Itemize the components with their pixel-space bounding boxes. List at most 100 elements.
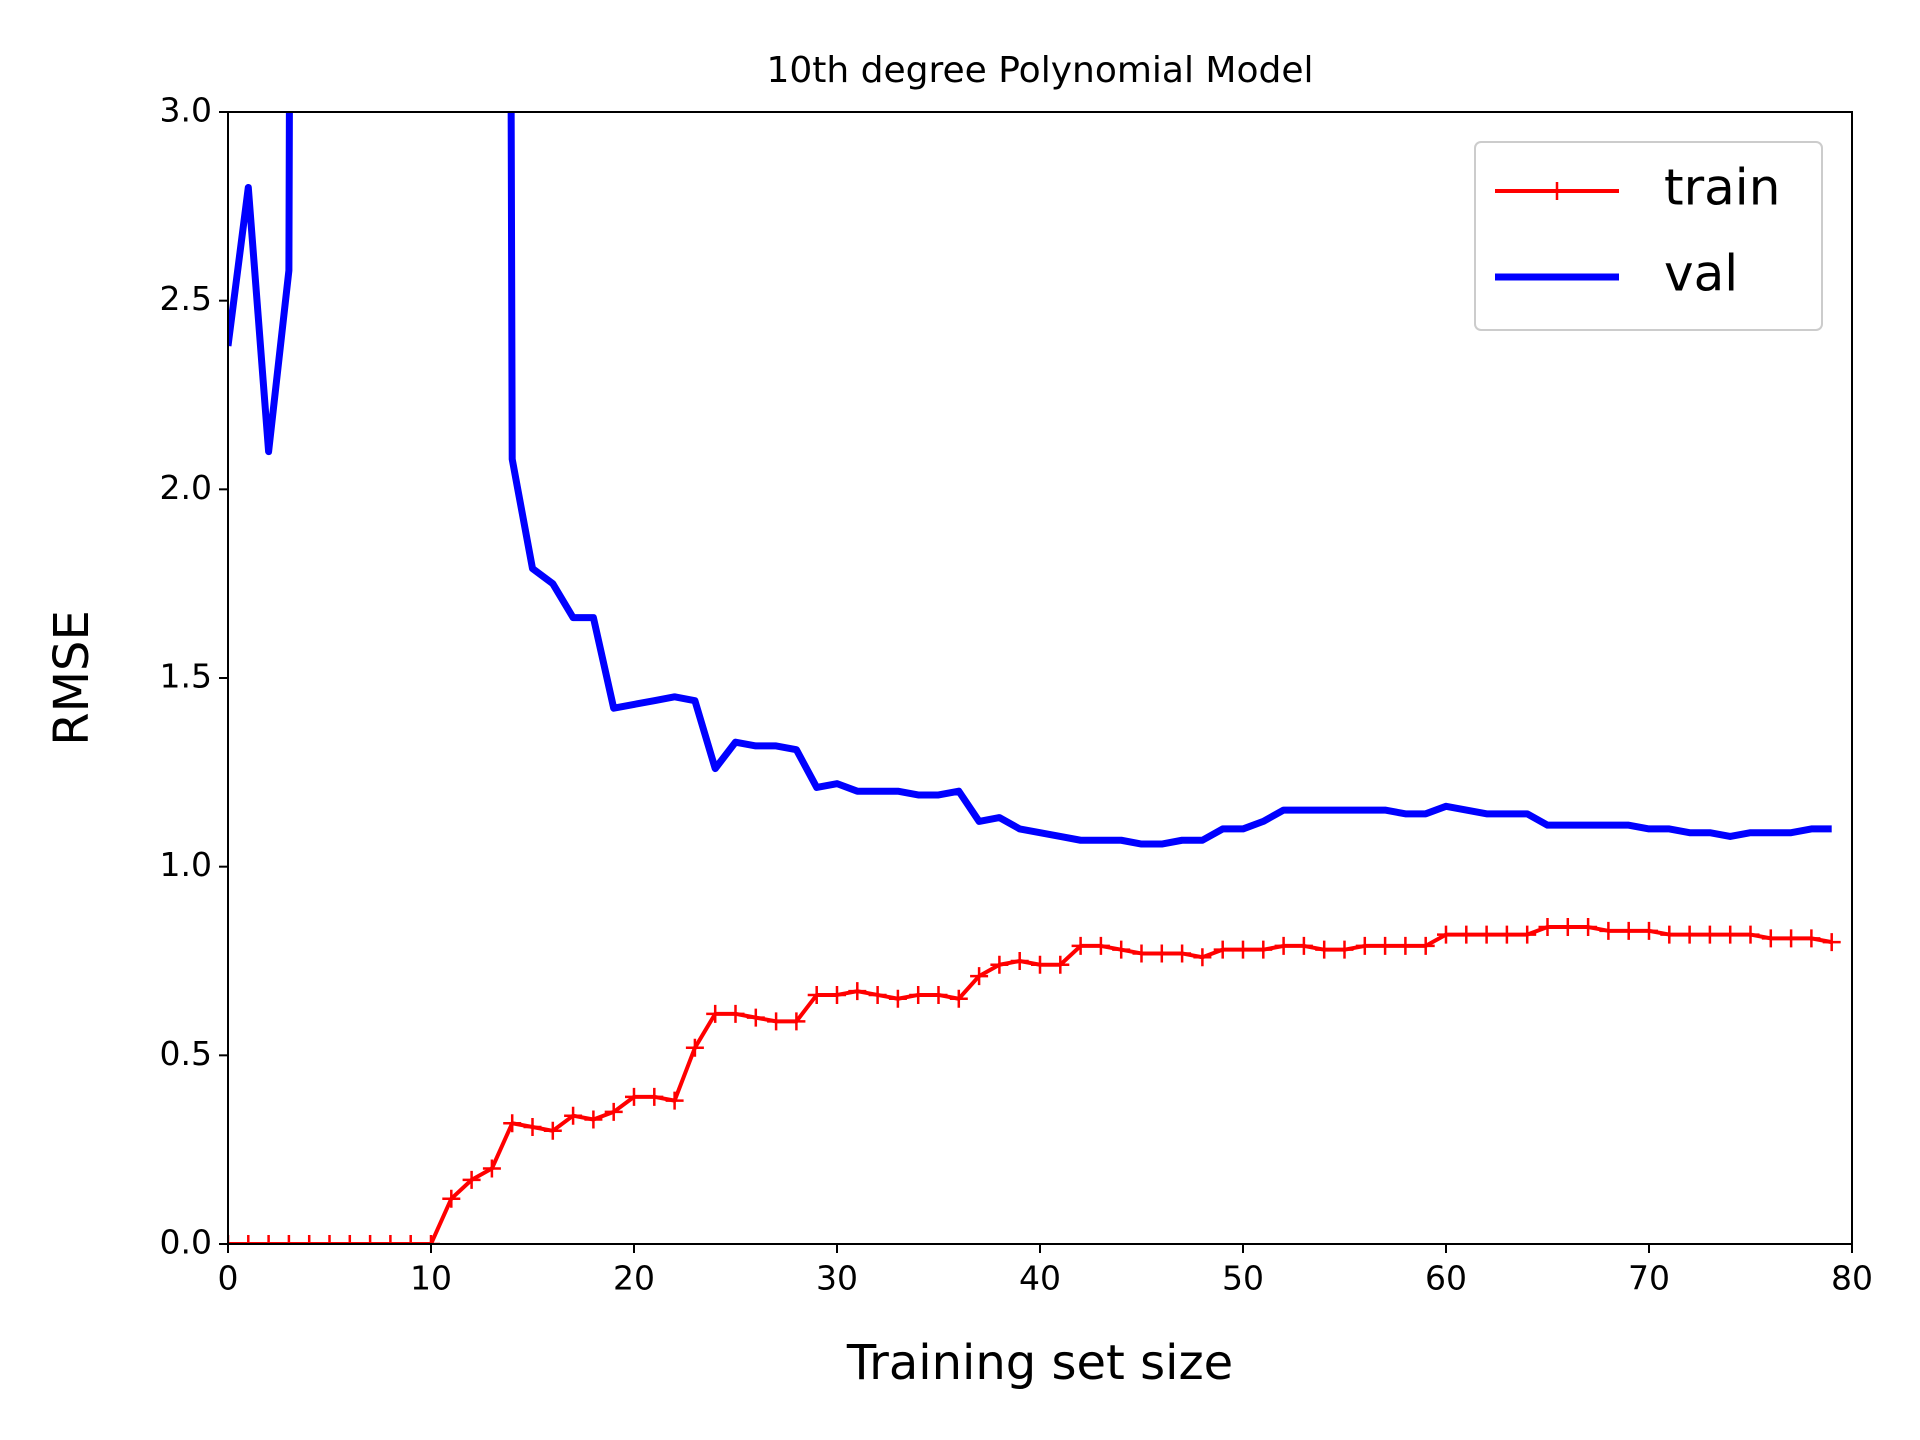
plot-area	[228, 112, 1841, 1244]
marker	[949, 989, 968, 1008]
marker	[970, 967, 989, 986]
marker	[1782, 929, 1801, 948]
x-tick-label: 20	[613, 1259, 655, 1298]
x-tick-label: 10	[410, 1259, 452, 1298]
x-tick-label: 0	[218, 1259, 239, 1298]
marker	[828, 985, 846, 1004]
legend-marker	[1548, 182, 1566, 200]
marker	[259, 1235, 278, 1244]
marker	[1193, 948, 1212, 967]
x-tick-label: 60	[1425, 1259, 1467, 1298]
marker	[1213, 940, 1232, 959]
marker	[1477, 925, 1496, 944]
marker	[1335, 940, 1354, 959]
marker	[767, 1012, 786, 1031]
marker	[1173, 944, 1192, 963]
y-tick-label: 2.0	[160, 468, 212, 507]
legend-label: train	[1664, 159, 1780, 217]
marker	[1579, 918, 1598, 937]
marker	[665, 1091, 684, 1110]
marker	[1071, 936, 1090, 955]
y-tick-label: 1.0	[160, 845, 212, 884]
marker	[1010, 952, 1029, 970]
marker	[604, 1102, 623, 1121]
marker	[584, 1110, 603, 1129]
marker	[503, 1114, 522, 1133]
marker	[239, 1235, 258, 1244]
y-tick-label: 1.5	[160, 657, 212, 696]
marker	[1091, 936, 1110, 955]
marker	[1396, 936, 1415, 955]
marker	[1234, 940, 1252, 959]
marker	[401, 1235, 420, 1244]
marker	[706, 1004, 725, 1023]
x-tick-label: 50	[1222, 1259, 1264, 1298]
y-tick-label: 2.5	[160, 279, 212, 318]
marker	[746, 1008, 765, 1027]
x-tick-label: 80	[1831, 1259, 1873, 1298]
marker	[1802, 929, 1821, 948]
marker	[1274, 936, 1293, 955]
y-tick-label: 0.5	[160, 1034, 212, 1073]
y-tick-label: 3.0	[160, 91, 212, 130]
marker	[807, 985, 826, 1004]
marker	[1132, 944, 1151, 963]
marker	[1152, 944, 1171, 963]
marker	[888, 989, 907, 1008]
marker	[1640, 921, 1658, 940]
marker	[564, 1106, 583, 1125]
marker	[1700, 925, 1719, 944]
marker	[1112, 940, 1131, 959]
marker	[422, 1235, 440, 1244]
marker	[848, 982, 867, 1001]
marker	[1416, 936, 1435, 955]
marker	[442, 1189, 461, 1208]
marker	[279, 1235, 298, 1244]
marker	[1294, 936, 1313, 955]
marker	[1518, 925, 1537, 944]
chart-title: 10th degree Polynomial Model	[766, 50, 1313, 91]
marker	[320, 1235, 339, 1244]
marker	[1619, 921, 1638, 940]
marker	[361, 1235, 380, 1244]
marker	[1761, 929, 1780, 948]
marker	[482, 1159, 501, 1178]
marker	[1721, 925, 1740, 944]
marker	[523, 1118, 542, 1137]
marker	[543, 1121, 562, 1140]
marker	[1355, 936, 1374, 955]
marker	[381, 1235, 400, 1244]
marker	[1660, 925, 1679, 944]
marker	[300, 1235, 319, 1244]
marker	[1315, 940, 1334, 959]
y-axis-label: RMSE	[44, 610, 100, 746]
marker	[625, 1087, 643, 1106]
series-line	[228, 112, 1832, 848]
x-tick-label: 70	[1628, 1259, 1670, 1298]
x-tick-label: 40	[1019, 1259, 1061, 1298]
marker	[1376, 936, 1395, 955]
legend-label: val	[1664, 245, 1738, 303]
marker	[787, 1012, 806, 1031]
marker	[929, 985, 948, 1004]
marker	[1558, 918, 1577, 937]
marker	[1538, 918, 1557, 937]
y-tick-label: 0.0	[160, 1223, 212, 1262]
marker	[1031, 955, 1049, 974]
marker	[1254, 940, 1273, 959]
marker	[726, 1004, 745, 1023]
marker	[1822, 933, 1841, 952]
marker	[340, 1235, 359, 1244]
series-line	[228, 925, 1833, 1244]
marker	[990, 955, 1009, 974]
x-axis-label: Training set size	[846, 1335, 1233, 1391]
marker	[1599, 921, 1618, 940]
marker	[462, 1170, 481, 1189]
marker	[909, 985, 928, 1004]
marker	[868, 985, 887, 1004]
marker	[1051, 955, 1070, 974]
marker	[1497, 925, 1516, 944]
marker	[1457, 925, 1476, 944]
